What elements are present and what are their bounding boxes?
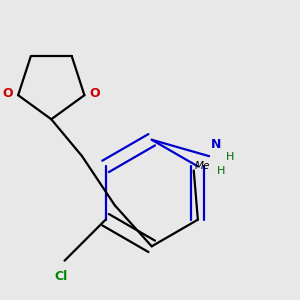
Text: Me: Me bbox=[194, 161, 210, 171]
Text: N: N bbox=[211, 138, 221, 151]
Text: O: O bbox=[3, 87, 13, 100]
Text: H: H bbox=[226, 152, 234, 162]
Text: Cl: Cl bbox=[55, 270, 68, 283]
Text: O: O bbox=[89, 87, 100, 100]
Text: H: H bbox=[217, 166, 225, 176]
